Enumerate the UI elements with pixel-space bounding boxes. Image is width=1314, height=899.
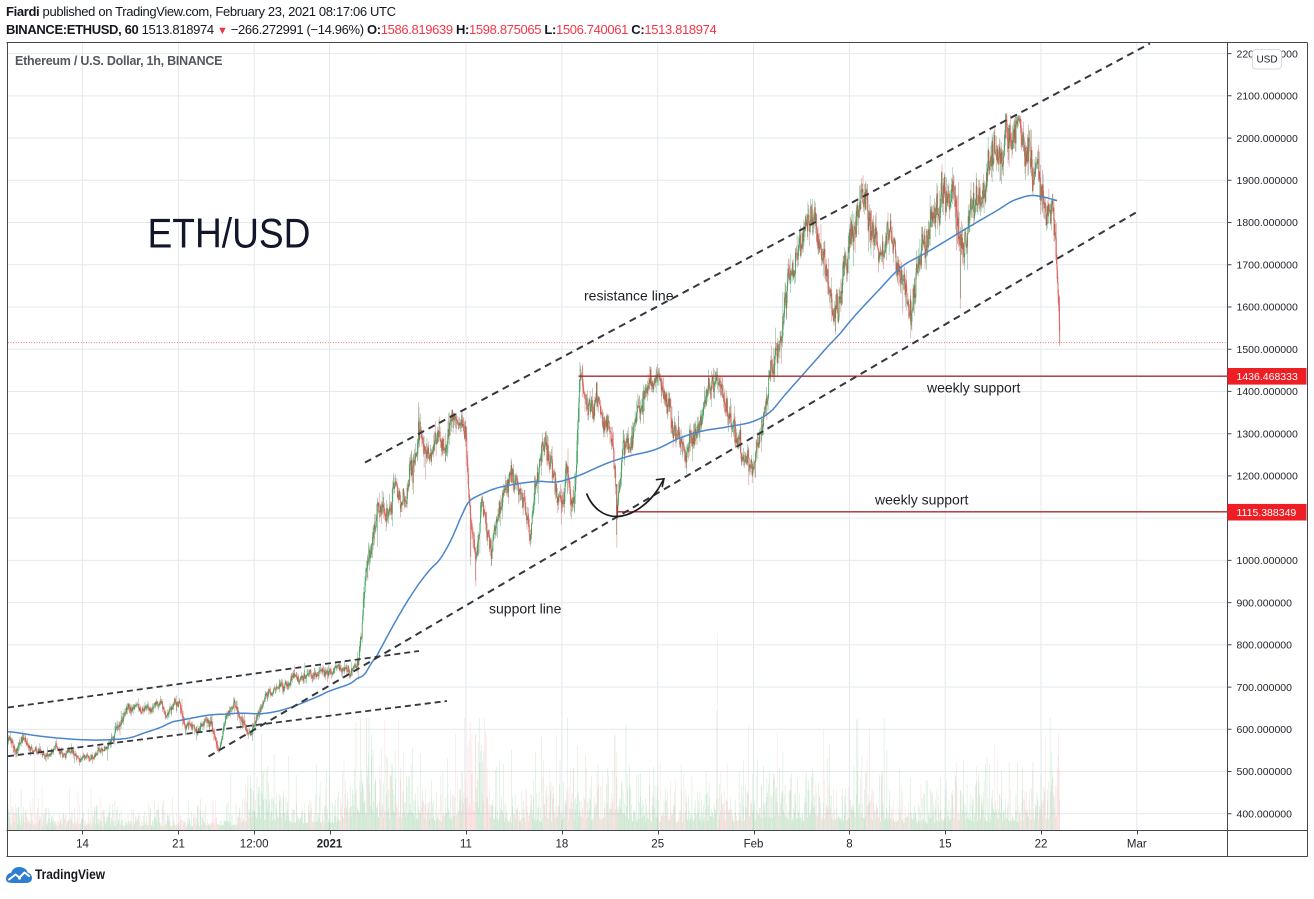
svg-text:support line: support line <box>489 601 562 617</box>
svg-text:1436.468333: 1436.468333 <box>1237 371 1298 383</box>
svg-text:Mar: Mar <box>1127 839 1147 851</box>
svg-text:TradingView: TradingView <box>35 867 105 882</box>
svg-text:21: 21 <box>172 839 185 851</box>
svg-text:12:00: 12:00 <box>240 839 269 851</box>
svg-text:1000.000000: 1000.000000 <box>1237 555 1298 567</box>
svg-text:weekly support: weekly support <box>874 492 968 508</box>
svg-text:400.000000: 400.000000 <box>1237 808 1293 820</box>
svg-text:800.000000: 800.000000 <box>1237 640 1293 652</box>
svg-text:BINANCE:ETHUSD, 60 1513.818974: BINANCE:ETHUSD, 60 1513.818974 ▼ −266.27… <box>6 22 716 37</box>
svg-text:14: 14 <box>76 839 89 851</box>
svg-text:18: 18 <box>556 839 569 851</box>
svg-text:1600.000000: 1600.000000 <box>1237 302 1298 314</box>
svg-text:Fiardi published on TradingVie: Fiardi published on TradingView.com, Feb… <box>6 4 396 19</box>
svg-text:1500.000000: 1500.000000 <box>1237 344 1298 356</box>
svg-text:1900.000000: 1900.000000 <box>1237 175 1298 187</box>
svg-text:Feb: Feb <box>744 839 764 851</box>
svg-text:700.000000: 700.000000 <box>1237 682 1293 694</box>
svg-text:2100.000000: 2100.000000 <box>1237 91 1298 103</box>
svg-text:600.000000: 600.000000 <box>1237 724 1293 736</box>
svg-text:2000.000000: 2000.000000 <box>1237 133 1298 145</box>
svg-text:22: 22 <box>1035 839 1048 851</box>
svg-text:500.000000: 500.000000 <box>1237 766 1293 778</box>
svg-text:2021: 2021 <box>317 839 343 851</box>
svg-text:1115.388349: 1115.388349 <box>1237 507 1297 519</box>
svg-text:25: 25 <box>651 839 664 851</box>
svg-text:resistance line: resistance line <box>584 288 674 304</box>
svg-text:1400.000000: 1400.000000 <box>1237 386 1298 398</box>
svg-text:1200.000000: 1200.000000 <box>1237 471 1298 483</box>
svg-text:USD: USD <box>1256 55 1277 66</box>
svg-text:11: 11 <box>460 839 472 851</box>
svg-text:1800.000000: 1800.000000 <box>1237 217 1298 229</box>
svg-text:Ethereum / U.S. Dollar, 1h, BI: Ethereum / U.S. Dollar, 1h, BINANCE <box>15 54 222 68</box>
svg-text:900.000000: 900.000000 <box>1237 597 1293 609</box>
svg-text:1700.000000: 1700.000000 <box>1237 259 1298 271</box>
svg-text:1300.000000: 1300.000000 <box>1237 428 1298 440</box>
svg-text:8: 8 <box>846 839 852 851</box>
svg-text:weekly support: weekly support <box>926 380 1020 396</box>
svg-text:ETH/USD: ETH/USD <box>148 210 311 257</box>
svg-text:15: 15 <box>939 839 952 851</box>
